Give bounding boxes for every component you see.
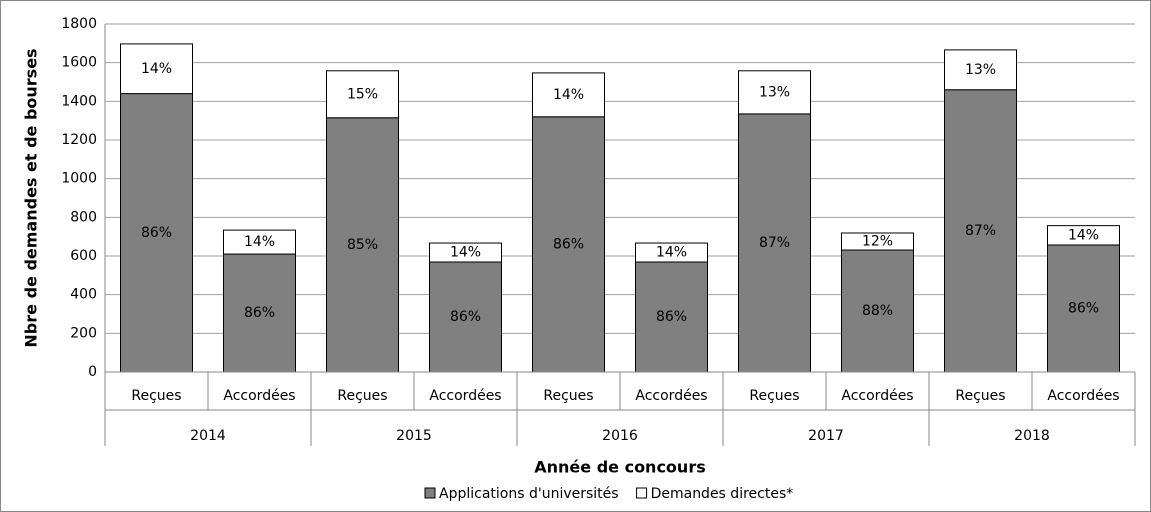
x-tick-label: Accordées — [635, 388, 707, 404]
y-tick-label: 1800 — [61, 16, 97, 32]
bar-segment — [429, 242, 502, 263]
bar-label: 14% — [244, 234, 275, 250]
y-tick-label: 1400 — [61, 93, 97, 109]
bar-segment — [120, 93, 193, 373]
group-label: 2016 — [602, 428, 638, 444]
bar-label: 87% — [759, 235, 790, 251]
bar-segment — [326, 117, 399, 373]
bar-segment — [532, 116, 605, 373]
bar-label: 88% — [862, 303, 893, 319]
y-tick-label: 1600 — [61, 55, 97, 71]
bar-segment — [944, 49, 1017, 91]
bar-segment — [223, 253, 296, 373]
bar-segment — [841, 249, 914, 373]
bar-segment — [635, 261, 708, 373]
legend-swatch — [424, 487, 436, 499]
group-label: 2014 — [190, 428, 226, 444]
bar-label: 14% — [450, 245, 481, 261]
x-tick-label: Accordées — [841, 388, 913, 404]
legend-label: Applications d'universités — [439, 486, 619, 502]
y-tick-label: 400 — [70, 287, 97, 303]
bar-label: 86% — [244, 305, 275, 321]
bar-segment — [944, 89, 1017, 373]
x-tick-label: Accordées — [223, 388, 295, 404]
bar-segment — [120, 43, 193, 95]
bar-label: 86% — [656, 309, 687, 325]
bar-label: 14% — [553, 87, 584, 103]
y-tick-label: 0 — [88, 364, 97, 380]
bar-label: 86% — [141, 225, 172, 241]
x-tick-label: Reçues — [131, 388, 181, 404]
bar-label: 12% — [862, 234, 893, 250]
y-tick-label: 200 — [70, 325, 97, 341]
bar-segment — [738, 70, 811, 115]
bar-label: 86% — [450, 309, 481, 325]
y-tick-label: 1200 — [61, 132, 97, 148]
y-tick-label: 800 — [70, 209, 97, 225]
bar-segment — [841, 232, 914, 251]
x-axis-title: Année de concours — [534, 458, 705, 477]
bar-segment — [738, 113, 811, 373]
y-tick-label: 1000 — [61, 171, 97, 187]
group-label: 2015 — [396, 428, 432, 444]
group-label: 2018 — [1014, 428, 1050, 444]
legend-swatch — [636, 487, 648, 499]
x-tick-label: Accordées — [1047, 388, 1119, 404]
y-tick-label: 600 — [70, 248, 97, 264]
bar-segment — [1047, 225, 1120, 246]
bar-segment — [429, 261, 502, 373]
legend-label: Demandes directes* — [651, 486, 794, 502]
bar-segment — [635, 242, 708, 263]
bar-label: 86% — [553, 236, 584, 252]
bar-label: 86% — [1068, 300, 1099, 316]
y-axis-title: Nbre de demandes et de bourses — [22, 48, 41, 347]
bar-segment — [326, 70, 399, 119]
x-tick-label: Accordées — [429, 388, 501, 404]
x-tick-label: Reçues — [337, 388, 387, 404]
bar-label: 15% — [347, 86, 378, 102]
bar-label: 85% — [347, 237, 378, 253]
x-tick-label: Reçues — [543, 388, 593, 404]
bar-label: 13% — [759, 84, 790, 100]
bar-segment — [223, 229, 296, 255]
x-tick-label: Reçues — [749, 388, 799, 404]
bar-segment — [1047, 244, 1120, 373]
group-label: 2017 — [808, 428, 844, 444]
bar-label: 14% — [141, 61, 172, 77]
x-tick-label: Reçues — [955, 388, 1005, 404]
bar-label: 13% — [965, 62, 996, 78]
bar-label: 87% — [965, 223, 996, 239]
bar-label: 14% — [656, 245, 687, 261]
bar-segment — [532, 72, 605, 118]
bar-label: 14% — [1068, 227, 1099, 243]
